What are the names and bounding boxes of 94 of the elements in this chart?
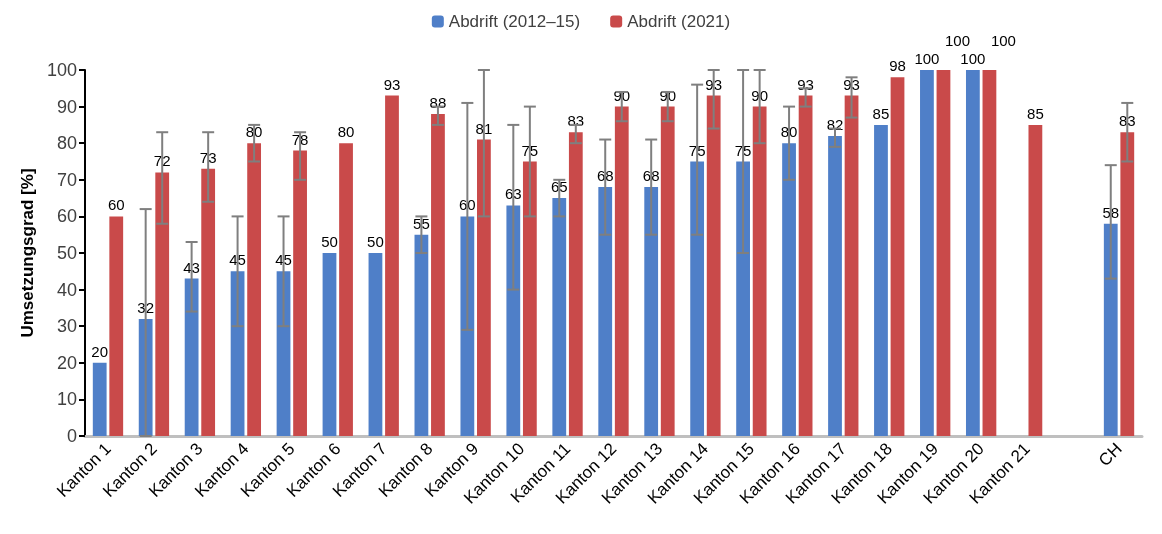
bar	[644, 187, 659, 436]
bar	[844, 95, 859, 436]
bar	[1103, 223, 1118, 436]
bar	[460, 216, 475, 436]
bar	[184, 278, 199, 436]
bar	[506, 205, 521, 436]
data-label: 43	[183, 258, 200, 276]
bar	[201, 168, 216, 436]
bar	[247, 143, 262, 436]
data-label: 72	[153, 152, 171, 170]
bar	[477, 139, 491, 436]
bar	[752, 106, 767, 436]
data-label: 85	[872, 104, 890, 122]
data-label: 45	[229, 251, 246, 269]
data-label: 50	[367, 233, 384, 250]
legend-label: Abdrift (2012–15)	[448, 12, 581, 31]
data-label: 32	[137, 298, 155, 316]
data-label: 93	[843, 75, 860, 93]
data-label: 75	[734, 141, 752, 159]
bar	[706, 95, 721, 436]
y-tick-label: 40	[56, 279, 77, 300]
data-label: 100	[944, 32, 970, 49]
data-label: 93	[383, 75, 401, 93]
bar	[385, 95, 399, 436]
bar	[982, 70, 997, 436]
bar	[522, 161, 537, 436]
bar	[414, 234, 429, 436]
y-tick-label: 60	[56, 206, 77, 227]
bar	[1120, 132, 1135, 436]
y-tick-label: 0	[66, 426, 77, 446]
bar	[339, 143, 353, 436]
bar	[109, 216, 124, 436]
data-label: 100	[960, 50, 986, 67]
y-tick-label: 20	[56, 352, 77, 373]
data-label: 50	[321, 233, 338, 250]
data-label: 80	[337, 123, 355, 141]
bar	[322, 253, 337, 436]
data-label: 85	[1027, 104, 1044, 122]
y-tick-label: 30	[56, 316, 77, 337]
bar	[965, 70, 980, 436]
legend-label: Abdrift (2021)	[627, 12, 731, 31]
y-tick-label: 80	[56, 133, 77, 154]
bar	[798, 95, 813, 436]
bar	[552, 198, 567, 436]
data-label: 60	[107, 196, 125, 214]
bar	[568, 132, 583, 436]
data-label: 78	[291, 130, 309, 148]
bar	[736, 161, 750, 436]
data-label: 98	[889, 57, 906, 75]
data-label: 80	[780, 123, 798, 141]
bar	[936, 70, 951, 436]
y-axis-title: Umsetzungsgrad [%]	[18, 168, 38, 338]
bar	[660, 106, 675, 436]
bar	[92, 362, 107, 436]
bar	[782, 143, 796, 436]
bar	[614, 106, 629, 436]
bar	[293, 150, 307, 436]
data-label: 65	[550, 178, 568, 196]
data-label: 45	[275, 251, 292, 269]
bar	[920, 70, 934, 436]
data-label: 75	[688, 141, 706, 159]
data-label: 100	[990, 32, 1016, 49]
bar	[368, 253, 383, 436]
bar	[276, 271, 291, 436]
data-label: 80	[245, 123, 263, 141]
bar	[690, 161, 705, 436]
bar	[890, 77, 905, 436]
data-label: 83	[1118, 112, 1136, 130]
bar	[828, 135, 842, 436]
data-label: 68	[596, 167, 614, 185]
y-tick-label: 10	[56, 389, 77, 410]
data-label: 100	[914, 50, 940, 67]
y-tick-label: 50	[56, 243, 77, 263]
bar	[155, 172, 170, 436]
data-label: 68	[642, 167, 660, 185]
data-label: 90	[751, 86, 768, 104]
data-label: 75	[521, 141, 539, 159]
bar	[431, 113, 445, 436]
data-label: 55	[413, 214, 430, 232]
bar	[874, 124, 888, 436]
y-tick-label: 70	[56, 169, 77, 190]
data-label: 93	[705, 75, 723, 93]
data-label: 20	[91, 342, 109, 360]
data-label: 81	[475, 119, 493, 137]
bar	[1028, 124, 1043, 436]
data-label: 58	[1102, 203, 1120, 221]
bar	[598, 187, 613, 436]
data-label: 63	[504, 185, 522, 203]
x-tick-label: CH	[1094, 439, 1126, 471]
y-tick-label: 90	[56, 96, 77, 117]
data-label: 73	[199, 148, 217, 166]
bar	[230, 271, 245, 436]
data-label: 60	[459, 196, 476, 214]
y-tick-label: 100	[46, 60, 77, 80]
